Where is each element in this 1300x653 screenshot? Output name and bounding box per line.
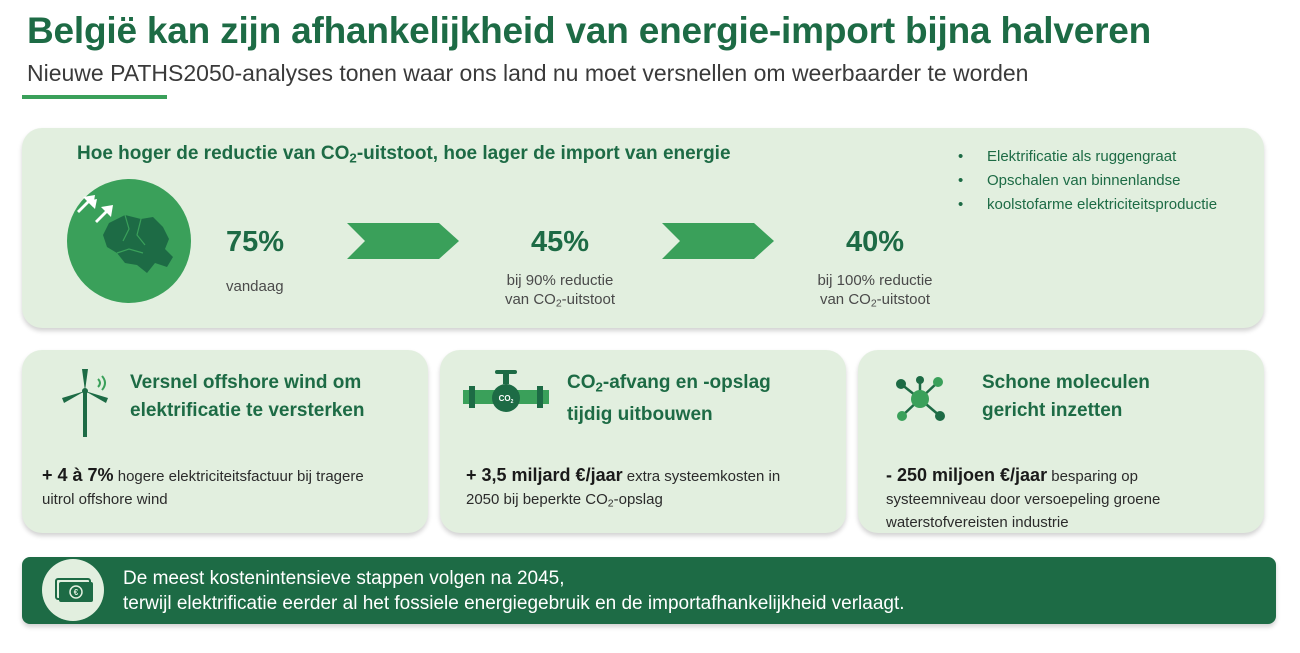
stat-value: 45% xyxy=(530,226,590,258)
clean-molecules-card xyxy=(858,350,1264,533)
conclusion-banner xyxy=(22,557,1276,624)
stat-90-reduction: 45% bij 90% reductie van CO2-uitstoot xyxy=(480,226,640,314)
title-underline xyxy=(22,95,167,99)
svg-text:€: € xyxy=(74,588,79,597)
card-body: + 4 à 7% hogere elektriciteitsfactuur bi… xyxy=(42,465,364,508)
co2-pipeline-valve-icon: CO2 xyxy=(463,370,549,412)
card-body: - 250 miljoen €/jaar besparing op systee… xyxy=(886,465,1161,531)
stat-caption: vandaag xyxy=(226,278,284,295)
belgium-map-import-arrows-icon xyxy=(67,179,191,303)
card-title: CO2-afvang en -opslag tijdig uitbouwen xyxy=(567,372,771,426)
page-title: België kan zijn afhankelijkheid van ener… xyxy=(27,10,1152,51)
key-point: Opschalen van binnenlandse xyxy=(958,169,1217,193)
money-banknotes-icon: € xyxy=(42,559,104,621)
offshore-wind-card xyxy=(22,350,428,533)
card-title: Schone moleculen gericht inzetten xyxy=(982,372,1150,421)
svg-text:CO2: CO2 xyxy=(499,394,514,405)
import-reduction-heading: Hoe hoger de reductie van CO2-uitstoot, … xyxy=(77,143,731,166)
card-body: + 3,5 miljard €/jaar extra systeemkosten… xyxy=(466,465,781,510)
stat-value: 75% xyxy=(226,226,285,258)
stat-caption: bij 100% reductie van CO2-uitstoot xyxy=(817,272,933,310)
conclusion-text: De meest kostenintensieve stappen volgen… xyxy=(123,568,905,614)
stat-caption: bij 90% reductie van CO2-uitstoot xyxy=(504,272,616,310)
chevron-arrow-icon xyxy=(347,223,459,259)
card-title: Versnel offshore wind om elektrificatie … xyxy=(130,372,365,421)
wind-turbine-icon xyxy=(62,369,108,437)
chevron-arrow-icon xyxy=(662,223,774,259)
stat-today: 75% vandaag xyxy=(226,226,298,296)
key-point: Elektrificatie als ruggengraat xyxy=(958,145,1217,169)
key-point-continuation: koolstofarme elektriciteitsproductie xyxy=(958,193,1217,217)
stat-100-reduction: 40% bij 100% reductie van CO2-uitstoot xyxy=(795,226,955,314)
molecule-icon xyxy=(896,376,945,421)
stat-value: 40% xyxy=(845,226,905,258)
page-subtitle: Nieuwe PATHS2050-analyses tonen waar ons… xyxy=(27,60,1029,86)
key-points-list: Elektrificatie als ruggengraat Opschalen… xyxy=(958,145,1217,217)
